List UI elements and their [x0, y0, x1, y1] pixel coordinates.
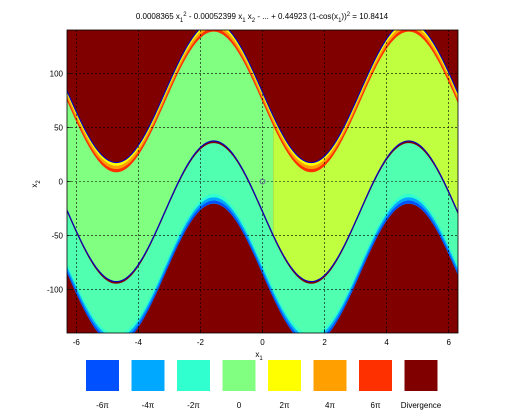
y-axis-ticks: -100 -50 0 50 100	[47, 69, 71, 295]
chart-title: 0.0008365 x12 - 0.00052399 x1 x2 - ... +…	[136, 12, 389, 24]
plot-area	[66, 29, 459, 334]
boundary-curve-upper	[67, 30, 458, 164]
legend-swatch	[222, 360, 256, 391]
legend-swatch	[177, 360, 210, 391]
boundary-curve-lower	[67, 140, 458, 283]
legend-label: 4π	[325, 401, 335, 410]
region-upper-right-band	[273, 30, 458, 282]
legend-swatch	[359, 360, 392, 391]
y-tick-label: -100	[47, 286, 64, 295]
y-tick-label: -50	[51, 232, 63, 241]
legend-label: 6π	[371, 401, 381, 410]
legend-swatch	[313, 360, 347, 391]
x-tick-label: -4	[135, 338, 143, 347]
x-tick-label: 0	[260, 338, 265, 347]
legend-swatch	[404, 360, 438, 391]
legend-label: Divergence	[401, 401, 442, 410]
x-tick-label: 2	[322, 338, 327, 347]
x-tick-label: -6	[73, 338, 81, 347]
x-axis-ticks: -6 -4 -2 0 2 4 6	[73, 329, 451, 347]
y-tick-label: 0	[59, 178, 64, 187]
legend-label: -2π	[187, 401, 200, 410]
region-upper-left-band	[67, 30, 274, 282]
edge-band-top-2	[67, 30, 458, 173]
x-tick-label: 4	[384, 338, 389, 347]
x-tick-label: -2	[197, 338, 205, 347]
y-tick-label: 50	[54, 123, 63, 132]
x-axis-label: x1	[255, 350, 263, 362]
legend-swatch	[131, 360, 165, 391]
legend-label: 2π	[280, 401, 290, 410]
y-axis-label: x2	[30, 180, 42, 188]
y-tick-label: 100	[50, 69, 64, 78]
curve-layer	[67, 30, 458, 283]
legend-label: -4π	[142, 401, 155, 410]
legend-label: -6π	[96, 401, 109, 410]
x-tick-label: 6	[446, 338, 451, 347]
marker-layer	[259, 178, 266, 185]
legend-swatch	[268, 360, 301, 391]
grid-layer	[67, 30, 458, 333]
legend: -6π -4π -2π 0 2π 4π 6π Divergence	[86, 360, 442, 410]
origin-marker	[259, 178, 266, 185]
legend-swatch	[86, 360, 119, 391]
legend-label: 0	[237, 401, 242, 410]
